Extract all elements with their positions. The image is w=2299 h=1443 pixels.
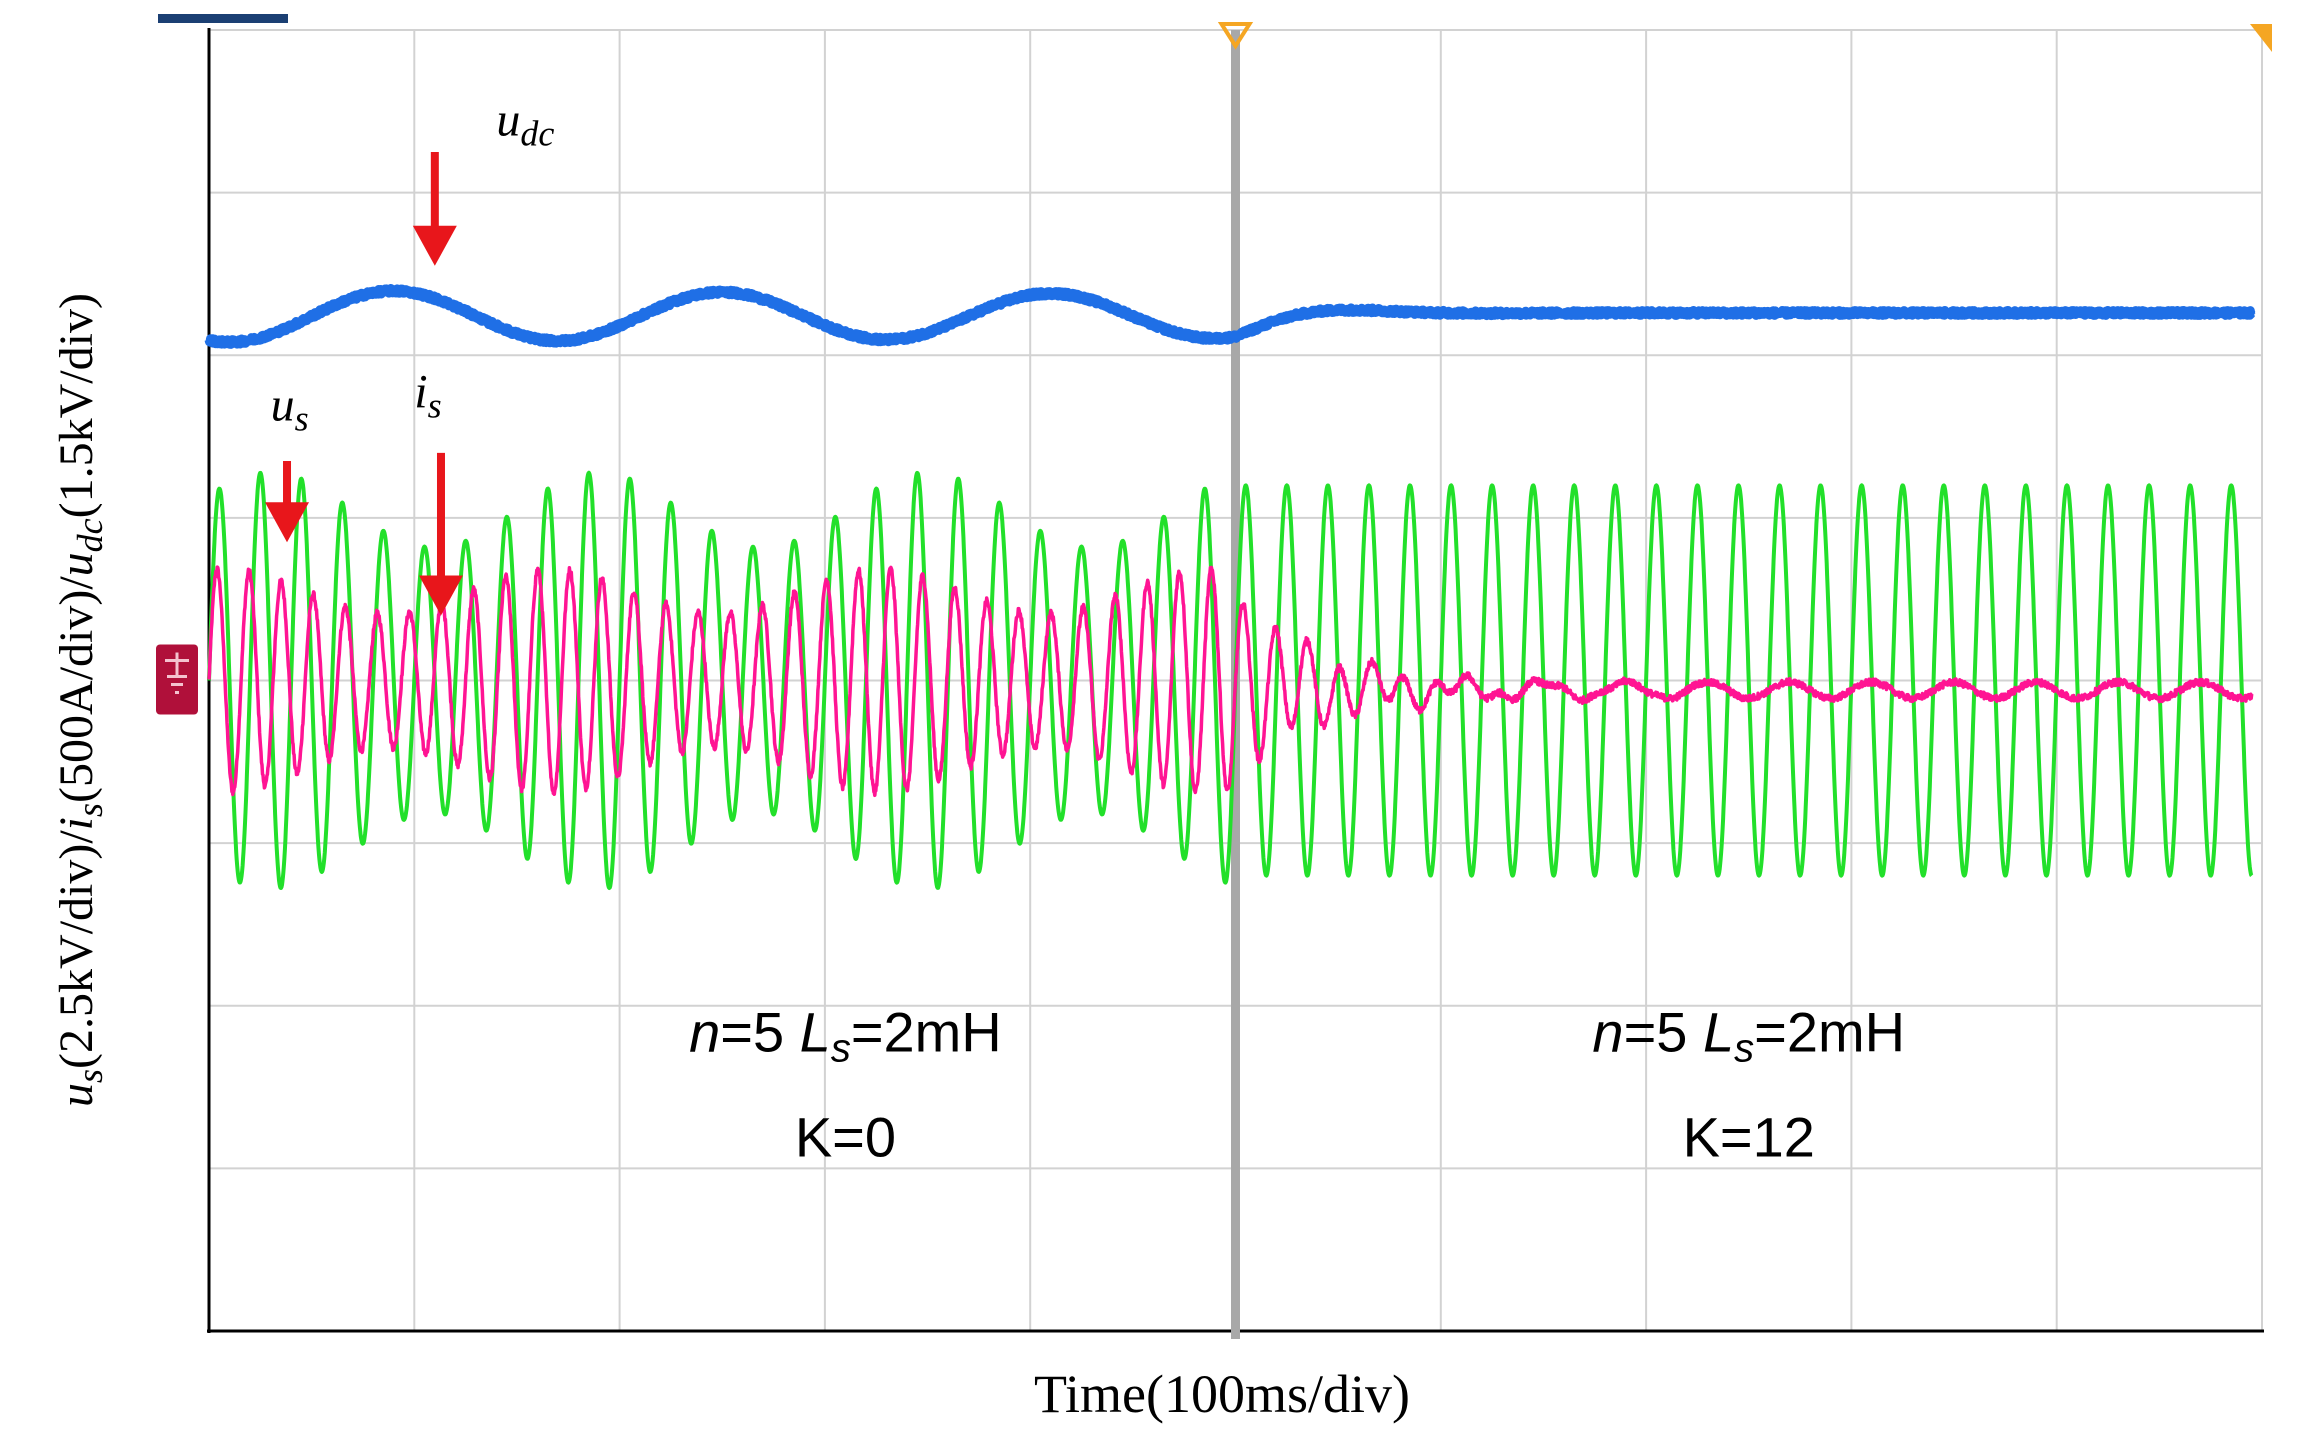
trace-udc bbox=[204, 284, 2256, 349]
y-axis-label-part: (500A/div)/ bbox=[50, 576, 103, 803]
y-axis-label-part: dc bbox=[70, 518, 110, 552]
y-axis-label-part: s bbox=[70, 1069, 110, 1083]
y-axis-label-part: s bbox=[70, 803, 110, 817]
trigger-marker bbox=[1217, 22, 1254, 50]
annotations bbox=[265, 151, 463, 616]
text-block-left-line1: n=5 Ls=2mH bbox=[689, 1001, 1002, 1071]
decorations bbox=[156, 14, 2272, 715]
text-block-left-line2: K=0 bbox=[795, 1106, 896, 1169]
text-block-right-line2: K=12 bbox=[1683, 1106, 1815, 1169]
trace-is bbox=[207, 565, 2254, 798]
ground-symbol-icon bbox=[165, 652, 189, 694]
channel-tab-marker bbox=[158, 14, 288, 23]
annotation-label-udc: udc bbox=[496, 94, 554, 154]
trigger-marker-right bbox=[2250, 24, 2272, 52]
text-block-right-line1: n=5 Ls=2mH bbox=[1592, 1001, 1905, 1071]
y-axis-label: us(2.5kV/div)/is(500A/div)/udc(1.5kV/div… bbox=[50, 293, 110, 1107]
y-axis-label-part: (2.5kV/div)/ bbox=[50, 830, 103, 1069]
arrow-head-us bbox=[265, 502, 310, 543]
annotation-label-us: us bbox=[271, 378, 309, 438]
y-axis-label-part: u bbox=[50, 1083, 103, 1107]
y-axis-label-part: i bbox=[50, 817, 103, 830]
arrow-head-udc bbox=[412, 225, 457, 266]
annotation-label-is: is bbox=[414, 365, 441, 425]
y-axis-label-part: (1.5kV/div) bbox=[50, 293, 103, 518]
x-axis-label: Time(100ms/div) bbox=[1034, 1364, 1410, 1424]
arrow-head-is bbox=[418, 575, 463, 616]
traces bbox=[204, 284, 2256, 890]
trace-us bbox=[207, 470, 2254, 890]
y-axis-label-part: u bbox=[50, 552, 103, 576]
